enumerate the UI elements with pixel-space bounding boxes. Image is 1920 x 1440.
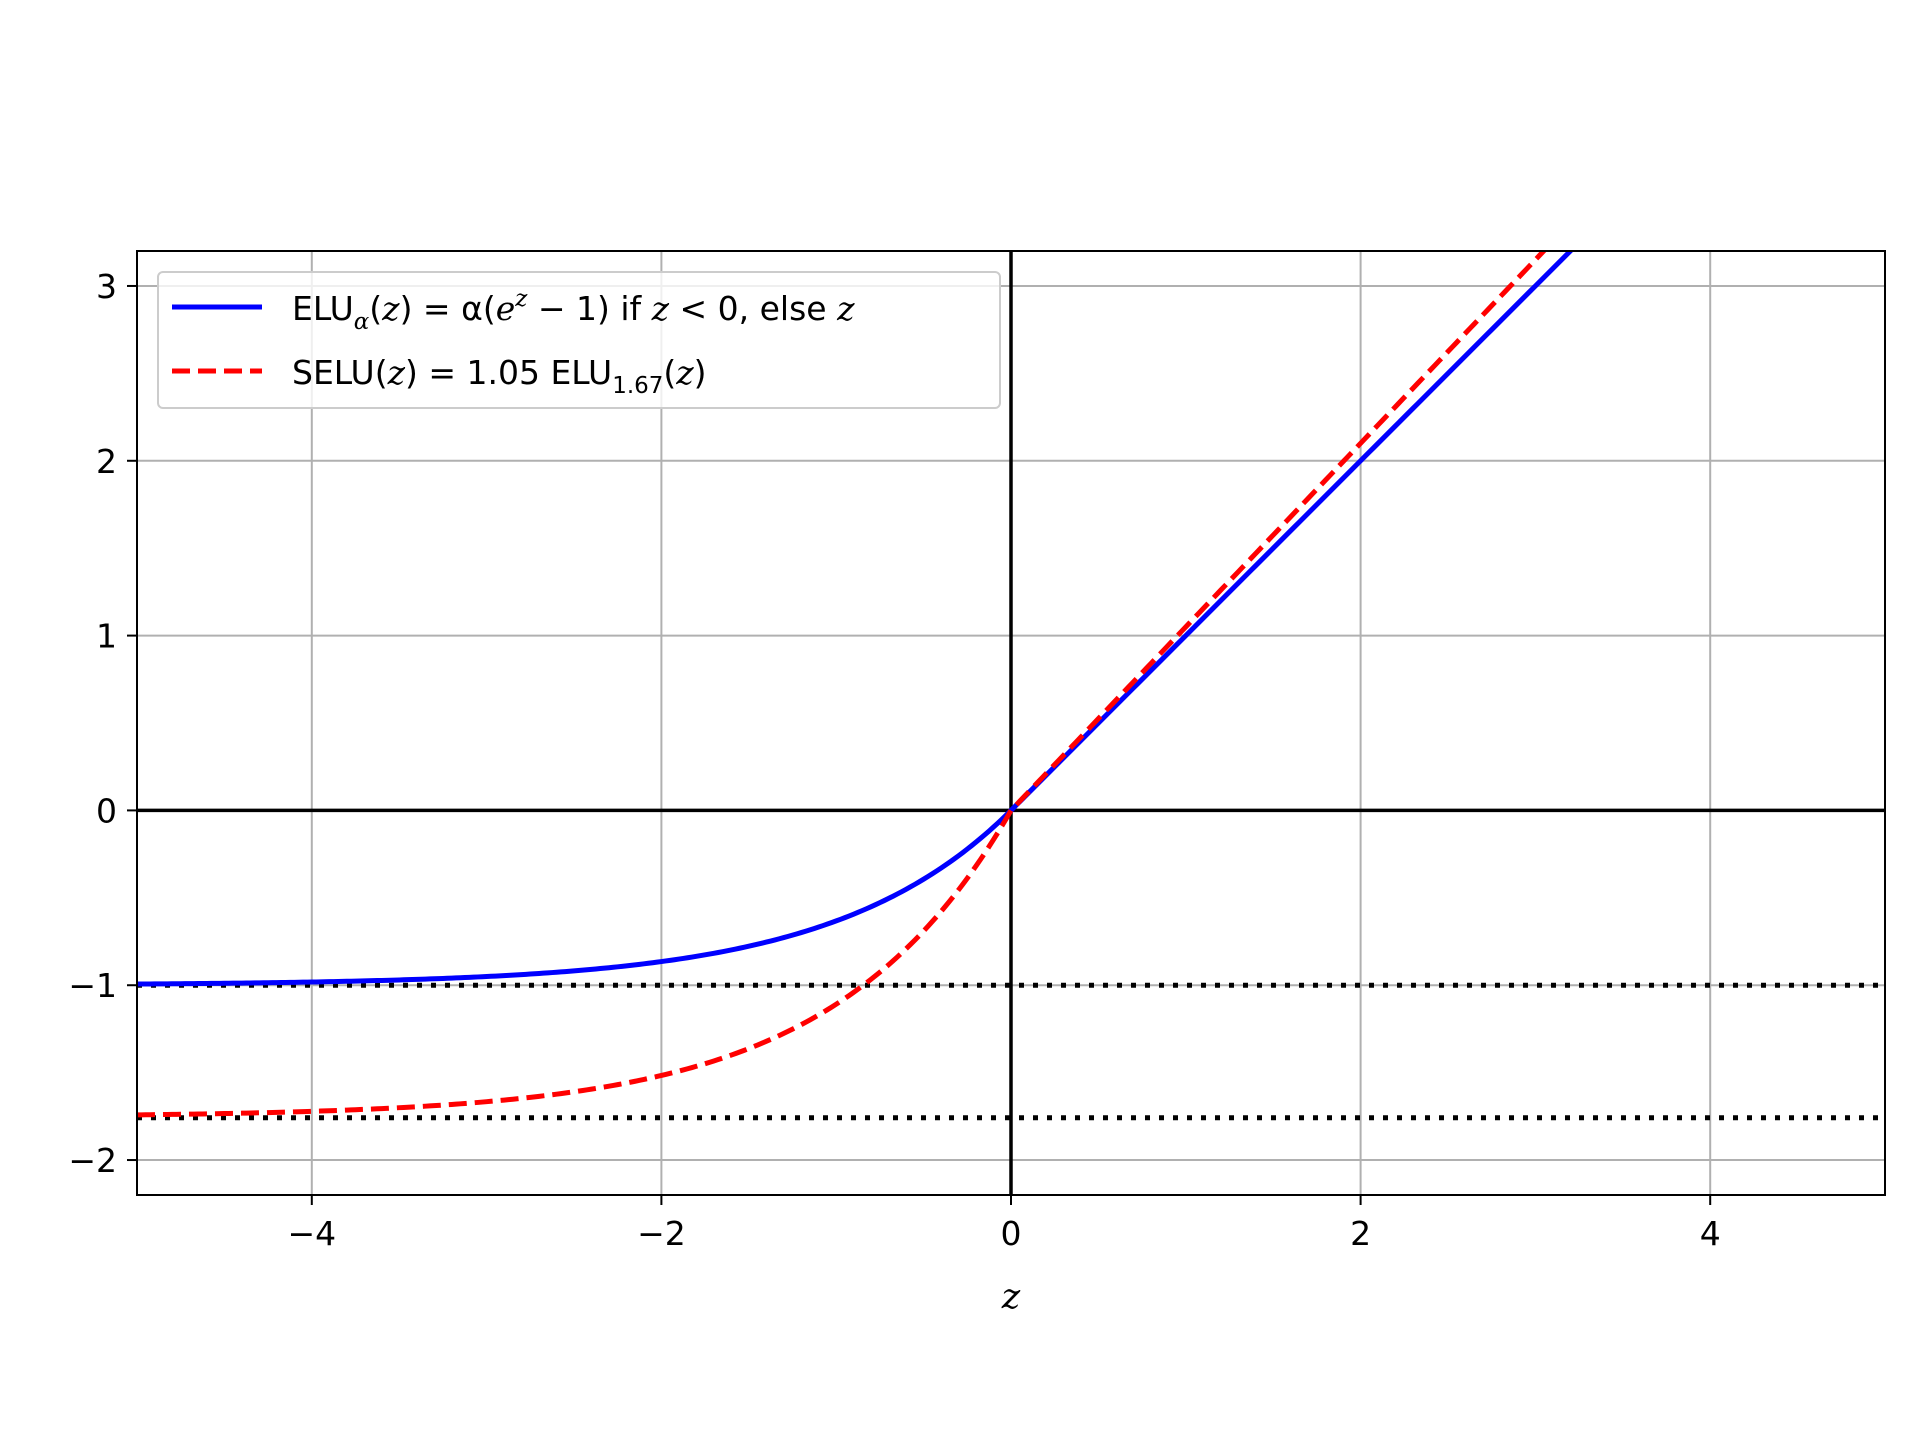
y-tick-label-4: 2: [96, 442, 117, 481]
legend-selu-mid: ) = 1.05 ELU: [405, 353, 612, 392]
legend-selu-sub: 1.67: [612, 373, 663, 399]
legend-selu-pre: SELU(: [292, 353, 388, 392]
legend-elu-p4: z: [514, 286, 528, 312]
y-tick-label-1: −1: [68, 966, 117, 1005]
legend: ELUα(z) = α(ez − 1) if z < 0, else z SEL…: [157, 271, 1001, 409]
legend-label-selu: SELU(z) = 1.05 ELU1.67(z): [292, 353, 707, 399]
x-tick-label-4: 4: [1700, 1214, 1721, 1253]
y-tick-label-5: 3: [96, 267, 117, 306]
legend-elu-p0: (: [369, 289, 382, 328]
series-lines: [137, 251, 1574, 1118]
series-line-1: [137, 251, 1548, 1118]
legend-elu-p2: ) = α(: [400, 289, 496, 328]
legend-selu-open: (: [663, 353, 676, 392]
legend-elu-p1: z: [381, 289, 400, 328]
y-tick-label-0: −2: [68, 1141, 117, 1180]
legend-elu-p5: − 1) if: [527, 289, 651, 328]
legend-elu-p3: e: [496, 289, 516, 328]
legend-elu-p7: < 0, else: [669, 289, 837, 328]
x-axis-label: z: [1001, 1277, 1021, 1317]
y-tick-label-3: 1: [96, 617, 117, 656]
x-tick-label-0: −4: [287, 1214, 336, 1253]
x-tick-label-1: −2: [637, 1214, 686, 1253]
legend-selu-z2: z: [675, 353, 694, 392]
x-tick-label-3: 2: [1350, 1214, 1371, 1253]
legend-elu-p6: z: [651, 289, 670, 328]
legend-label-elu: ELUα(z) = α(ez − 1) if z < 0, else z: [292, 286, 855, 335]
legend-elu-sub: α: [354, 309, 370, 335]
legend-box: [157, 271, 1001, 409]
legend-selu-close: ): [694, 353, 707, 392]
series-line-0: [137, 251, 1574, 987]
y-tick-label-2: 0: [96, 791, 117, 830]
axis-ticks: −4 −2 0 2 4 −2 −1 0 1 2 3: [68, 267, 1720, 1253]
legend-selu-z1: z: [387, 353, 406, 392]
x-tick-label-2: 0: [1001, 1214, 1022, 1253]
legend-elu-p8: z: [836, 289, 855, 328]
legend-elu-pre: ELU: [292, 289, 354, 328]
